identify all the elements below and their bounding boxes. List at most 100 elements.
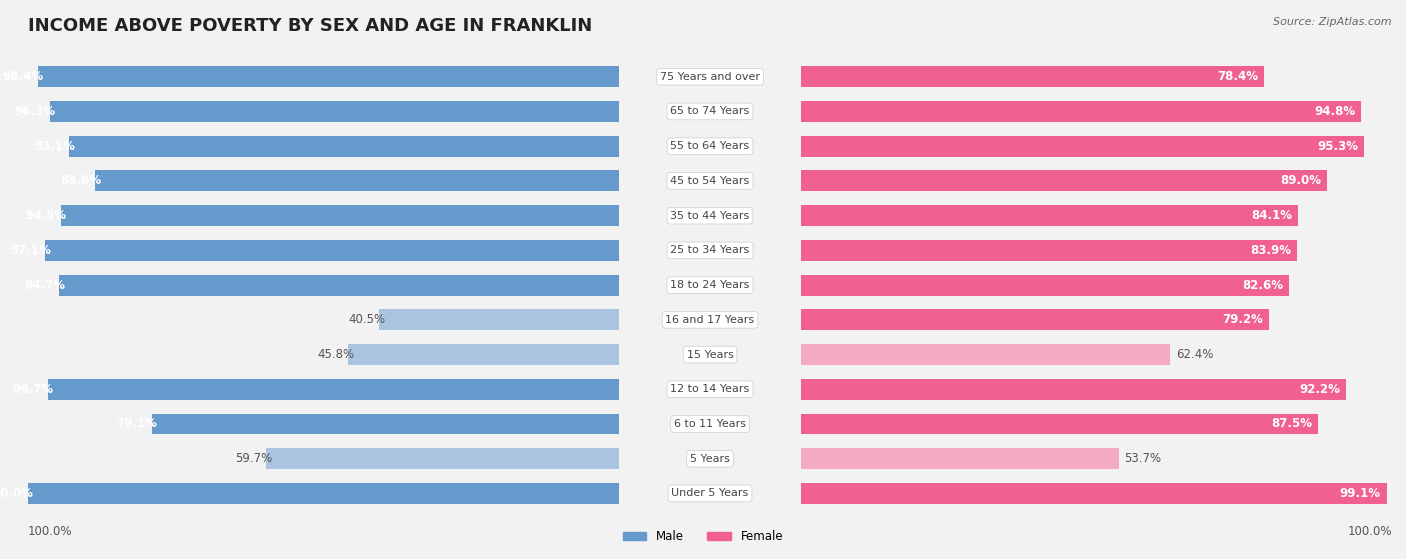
- Text: 87.5%: 87.5%: [1271, 418, 1312, 430]
- Bar: [801, 101, 1361, 122]
- Text: Under 5 Years: Under 5 Years: [672, 489, 748, 499]
- Bar: [619, 372, 1406, 406]
- Bar: [801, 344, 1170, 365]
- Legend: Male, Female: Male, Female: [619, 525, 787, 547]
- Text: 79.2%: 79.2%: [1222, 313, 1263, 326]
- Bar: [801, 309, 1270, 330]
- Text: 25 to 34 Years: 25 to 34 Years: [671, 245, 749, 255]
- Bar: [801, 274, 1289, 296]
- Bar: [152, 414, 619, 434]
- Bar: [0, 59, 619, 94]
- Bar: [619, 198, 1406, 233]
- Text: 83.9%: 83.9%: [1250, 244, 1291, 257]
- Bar: [619, 164, 1406, 198]
- Text: 45.8%: 45.8%: [316, 348, 354, 361]
- Text: 18 to 24 Years: 18 to 24 Years: [671, 280, 749, 290]
- Bar: [96, 170, 619, 191]
- Bar: [0, 164, 619, 198]
- Bar: [801, 136, 1364, 157]
- Bar: [266, 448, 619, 469]
- Bar: [0, 233, 801, 268]
- Bar: [801, 448, 1119, 469]
- Bar: [0, 129, 801, 164]
- Text: 100.0%: 100.0%: [28, 525, 73, 538]
- Text: 100.0%: 100.0%: [1347, 525, 1392, 538]
- Bar: [0, 302, 801, 337]
- Text: 6 to 11 Years: 6 to 11 Years: [673, 419, 747, 429]
- Bar: [801, 240, 1296, 261]
- Bar: [0, 59, 801, 94]
- Text: 55 to 64 Years: 55 to 64 Years: [671, 141, 749, 151]
- Text: 78.4%: 78.4%: [1218, 70, 1258, 83]
- Bar: [48, 379, 619, 400]
- Bar: [619, 406, 1406, 442]
- Bar: [38, 67, 619, 87]
- Text: 95.3%: 95.3%: [1317, 140, 1358, 153]
- Bar: [0, 198, 619, 233]
- Bar: [0, 164, 801, 198]
- Text: 62.4%: 62.4%: [1175, 348, 1213, 361]
- Bar: [59, 274, 619, 296]
- Text: 96.3%: 96.3%: [15, 105, 56, 118]
- Bar: [0, 337, 801, 372]
- Bar: [619, 442, 1406, 476]
- Text: Source: ZipAtlas.com: Source: ZipAtlas.com: [1274, 17, 1392, 27]
- Bar: [45, 240, 619, 261]
- Bar: [380, 309, 619, 330]
- Bar: [0, 268, 619, 302]
- Text: 16 and 17 Years: 16 and 17 Years: [665, 315, 755, 325]
- Bar: [0, 198, 801, 233]
- Text: 53.7%: 53.7%: [1125, 452, 1161, 465]
- Text: 84.1%: 84.1%: [1251, 209, 1292, 222]
- Bar: [801, 379, 1346, 400]
- Bar: [619, 337, 1406, 372]
- Text: 96.7%: 96.7%: [13, 383, 53, 396]
- Bar: [0, 406, 619, 442]
- Text: 94.5%: 94.5%: [25, 209, 66, 222]
- Bar: [69, 136, 619, 157]
- Bar: [619, 476, 1406, 511]
- Bar: [801, 170, 1327, 191]
- Bar: [801, 205, 1298, 226]
- Bar: [51, 101, 619, 122]
- Text: 94.7%: 94.7%: [24, 278, 65, 292]
- Text: 99.1%: 99.1%: [1340, 487, 1381, 500]
- Bar: [801, 483, 1386, 504]
- Bar: [0, 129, 619, 164]
- Bar: [28, 483, 619, 504]
- Bar: [0, 337, 619, 372]
- Text: 79.1%: 79.1%: [117, 418, 157, 430]
- Text: 15 Years: 15 Years: [686, 349, 734, 359]
- Text: 65 to 74 Years: 65 to 74 Years: [671, 106, 749, 116]
- Bar: [0, 372, 619, 406]
- Bar: [349, 344, 619, 365]
- Text: 82.6%: 82.6%: [1243, 278, 1284, 292]
- Text: 89.0%: 89.0%: [1279, 174, 1322, 187]
- Bar: [619, 302, 1406, 337]
- Bar: [801, 67, 1264, 87]
- Text: 88.6%: 88.6%: [60, 174, 101, 187]
- Bar: [0, 442, 801, 476]
- Bar: [801, 414, 1319, 434]
- Bar: [619, 59, 1406, 94]
- Bar: [619, 233, 1406, 268]
- Text: 12 to 14 Years: 12 to 14 Years: [671, 384, 749, 394]
- Bar: [0, 268, 801, 302]
- Text: 35 to 44 Years: 35 to 44 Years: [671, 211, 749, 221]
- Bar: [619, 268, 1406, 302]
- Bar: [60, 205, 619, 226]
- Bar: [0, 94, 619, 129]
- Text: 75 Years and over: 75 Years and over: [659, 72, 761, 82]
- Text: 92.2%: 92.2%: [1299, 383, 1340, 396]
- Text: 94.8%: 94.8%: [1315, 105, 1355, 118]
- Text: 5 Years: 5 Years: [690, 454, 730, 464]
- Bar: [0, 406, 801, 442]
- Text: INCOME ABOVE POVERTY BY SEX AND AGE IN FRANKLIN: INCOME ABOVE POVERTY BY SEX AND AGE IN F…: [28, 17, 592, 35]
- Bar: [0, 94, 801, 129]
- Text: 59.7%: 59.7%: [235, 452, 271, 465]
- Text: 40.5%: 40.5%: [349, 313, 385, 326]
- Text: 45 to 54 Years: 45 to 54 Years: [671, 176, 749, 186]
- Bar: [619, 129, 1406, 164]
- Bar: [619, 94, 1406, 129]
- Text: 100.0%: 100.0%: [0, 487, 34, 500]
